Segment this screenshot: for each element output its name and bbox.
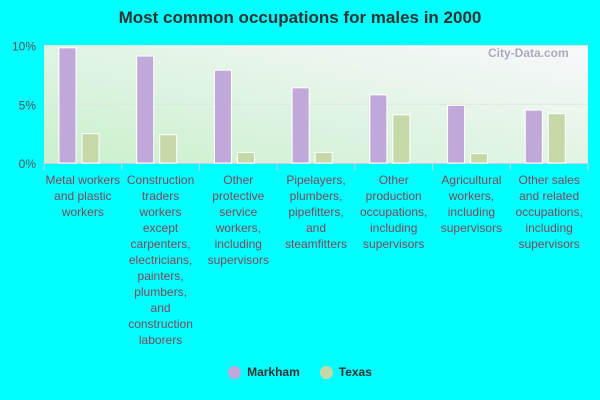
bar-markham <box>213 69 232 164</box>
bar-markham <box>524 109 543 164</box>
y-tick-label: 0% <box>19 157 37 171</box>
legend-swatch <box>319 365 333 379</box>
bar-markham <box>369 94 388 164</box>
bar-texas <box>159 134 178 164</box>
watermark: City-Data.com <box>488 46 569 60</box>
x-tick-label: Other production occupations, including … <box>360 173 428 251</box>
legend-item: Markham <box>228 365 300 379</box>
x-tick-label: Pipelayers, plumbers, pipefitters, and s… <box>284 173 347 251</box>
legend-item: Texas <box>319 365 372 379</box>
x-tick-label: Other protective service workers, includ… <box>207 173 269 267</box>
chart-title: Most common occupations for males in 200… <box>118 8 482 27</box>
x-tick-label: Construction traders workers except carp… <box>126 173 195 347</box>
bar-texas <box>470 153 489 164</box>
bar-texas <box>236 151 255 164</box>
y-tick-label: 5% <box>19 98 37 112</box>
bar-texas <box>81 133 100 164</box>
x-tick-label: Metal workers and plastic workers <box>45 173 121 219</box>
x-tick-label: Other sales and related occupations, inc… <box>515 173 583 251</box>
legend-swatch <box>228 365 242 379</box>
legend-label: Texas <box>338 365 372 379</box>
bar-texas <box>547 113 566 164</box>
legend-label: Markham <box>247 365 300 379</box>
bar-markham <box>447 104 466 164</box>
bar-texas <box>392 114 411 164</box>
bar-markham <box>291 87 310 164</box>
bar-markham <box>136 55 155 164</box>
bar-markham <box>58 47 77 164</box>
bar-texas <box>314 151 333 164</box>
legend: Markham Texas <box>0 365 600 382</box>
y-tick-label: 10% <box>12 40 36 54</box>
x-tick-label: Agricultural workers, including supervis… <box>440 173 503 235</box>
